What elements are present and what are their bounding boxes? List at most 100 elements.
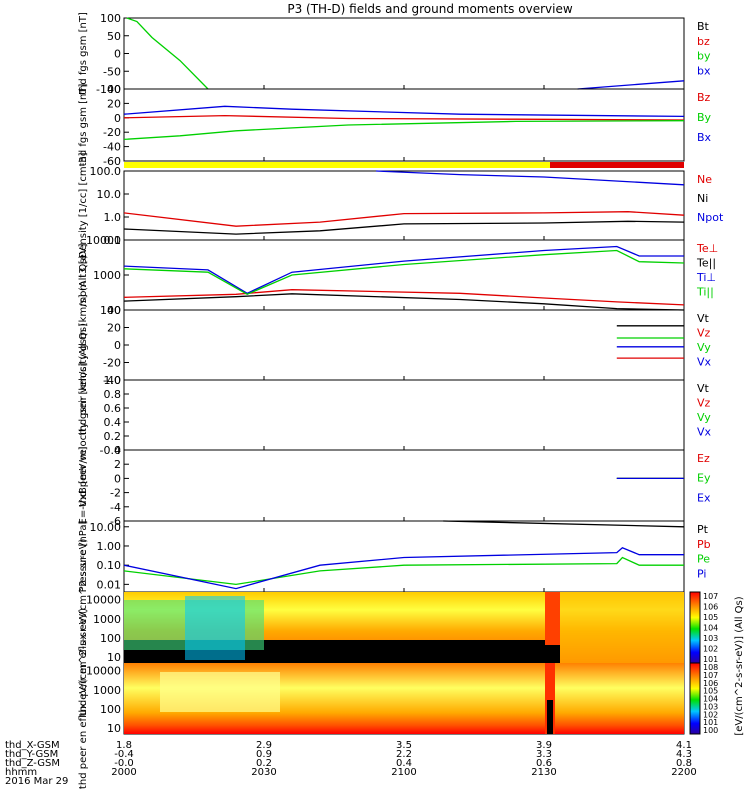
y-tick-label: 20: [107, 322, 121, 335]
row-value: 0.4: [396, 758, 412, 769]
y-tick-label: -4: [110, 501, 121, 514]
legend-Vt: Vt: [697, 382, 710, 395]
y-tick-label: 1.0: [104, 211, 122, 224]
figure-title: P3 (TH-D) fields and ground moments over…: [287, 2, 572, 16]
y-tick-label: 4: [114, 444, 121, 457]
mode-bar-slow: [124, 162, 550, 168]
row-value: -0.0: [114, 758, 134, 769]
colorbar-tick: 103: [703, 634, 718, 643]
panel-frame-efield: [123, 449, 685, 522]
colorbar-tick: 107: [703, 592, 718, 601]
y-tick-label: 0.6: [104, 402, 122, 415]
y-tick-label: 100: [100, 12, 121, 25]
legend-Bz: Bz: [697, 91, 711, 104]
y-tick-label: -6: [110, 515, 121, 528]
date-label: 2016 Mar 29: [5, 776, 68, 787]
series-Ne: [123, 211, 685, 227]
row-value: 2100: [391, 767, 416, 778]
colorbar-tick: 105: [703, 613, 718, 622]
colorbar-label: [eV/(cm^2-s-sr-eV)] (All Qs): [734, 596, 745, 735]
panel-frame-density: [123, 170, 685, 241]
y-tick-label: 1.00: [97, 540, 122, 553]
y-tick-label: -20: [103, 357, 121, 370]
colorbar-electron: [689, 662, 701, 735]
y-tick-label: 100: [100, 703, 121, 716]
y-tick-label: 0.10: [97, 559, 122, 572]
mode-bar-fast: [550, 162, 684, 168]
series-Ti⊥: [123, 245, 684, 295]
row-label: thd_Y-GSM: [5, 749, 58, 760]
y-tick-label: 0: [114, 48, 121, 61]
panel-frame-temperature: [123, 239, 685, 311]
row-value: 2000: [111, 767, 136, 778]
y-axis-label: thd peir en eflux eV/(cm^2-s-sr-eV): [78, 539, 89, 717]
y-tick-label: 1000: [93, 613, 121, 626]
legend-Vx: Vx: [697, 356, 712, 369]
y-tick-label: 0: [114, 472, 121, 485]
row-value: 2130: [531, 767, 556, 778]
y-axis-label: Pressure [nPa]: [78, 521, 89, 593]
row-label: thd_Z-GSM: [5, 758, 60, 769]
y-tick-label: 40: [107, 83, 121, 96]
legend-bz: bz: [697, 35, 710, 48]
series-by: [126, 17, 209, 90]
y-axis-label: Density [1/cc] [cm-3]: [78, 152, 89, 258]
y-tick-label: 0.4: [104, 416, 122, 429]
ion-spectrogram: [124, 592, 684, 663]
y-tick-label: -40: [103, 141, 121, 154]
row-value: 2200: [671, 767, 696, 778]
row-value: 1.8: [116, 740, 132, 751]
legend-Ex: Ex: [697, 491, 711, 504]
y-tick-label: 100: [100, 304, 121, 317]
y-tick-label: 10.00: [90, 521, 122, 534]
y-tick-label: 20: [107, 97, 121, 110]
colorbar-tick: 104: [703, 695, 718, 704]
series-Ni: [123, 220, 685, 235]
panel-frame-peir_velocity: [123, 309, 685, 381]
colorbar-tick: 102: [703, 645, 718, 654]
legend-Ez: Ez: [697, 452, 710, 465]
row-value: 4.3: [676, 749, 692, 760]
colorbar-tick: 106: [703, 679, 718, 688]
legend-Vx: Vx: [697, 426, 712, 439]
y-tick-label: 2: [114, 458, 121, 471]
series-Pe: [123, 556, 684, 586]
legend-Pe: Pe: [697, 553, 710, 566]
row-value: 4.1: [676, 740, 692, 751]
legend-Ni: Ni: [697, 192, 708, 205]
series-bx: [577, 80, 685, 90]
series-Te||: [123, 293, 685, 311]
electron-spectrogram: [124, 663, 684, 734]
y-tick-label: 0.01: [97, 578, 122, 591]
legend-Ey: Ey: [697, 472, 711, 485]
y-axis-label: thd peir velocity gsm [km/s] (All Qs): [78, 255, 89, 436]
y-axis-label: thd fgs gsm [nT]: [78, 84, 89, 167]
y-axis-label: mom t3 [eV]: [78, 243, 89, 306]
legend-Ti⊥: Ti⊥: [696, 271, 716, 284]
y-axis-label: thd peer en eflux eV/(cm^2-s-sr-eV): [78, 608, 89, 789]
legend-Vy: Vy: [697, 341, 711, 354]
legend-Pi: Pi: [697, 567, 706, 580]
row-value: 0.8: [676, 758, 692, 769]
series-Bz: [123, 114, 685, 121]
legend-Ne: Ne: [697, 173, 712, 186]
y-tick-label: 10000: [86, 594, 121, 607]
colorbar-tick: 108: [703, 663, 718, 672]
row-value: 0.6: [536, 758, 552, 769]
colorbar-tick: 105: [703, 687, 718, 696]
legend-by: by: [697, 50, 711, 63]
row-value: 3.9: [536, 740, 552, 751]
y-tick-label: 1.0: [104, 374, 122, 387]
colorbar-tick: 103: [703, 702, 718, 711]
row-label: hhmm: [5, 767, 37, 778]
panel-frame-fgs_gsm_top: [123, 17, 685, 90]
legend-Bx: Bx: [697, 131, 712, 144]
legend-By: By: [697, 111, 712, 124]
y-tick-label: 0.2: [104, 430, 122, 443]
y-tick-label: 0: [114, 112, 121, 125]
y-tick-label: -50: [103, 65, 121, 78]
y-tick-label: 50: [107, 30, 121, 43]
row-value: 2030: [251, 767, 276, 778]
legend-Npot: Npot: [697, 211, 724, 224]
